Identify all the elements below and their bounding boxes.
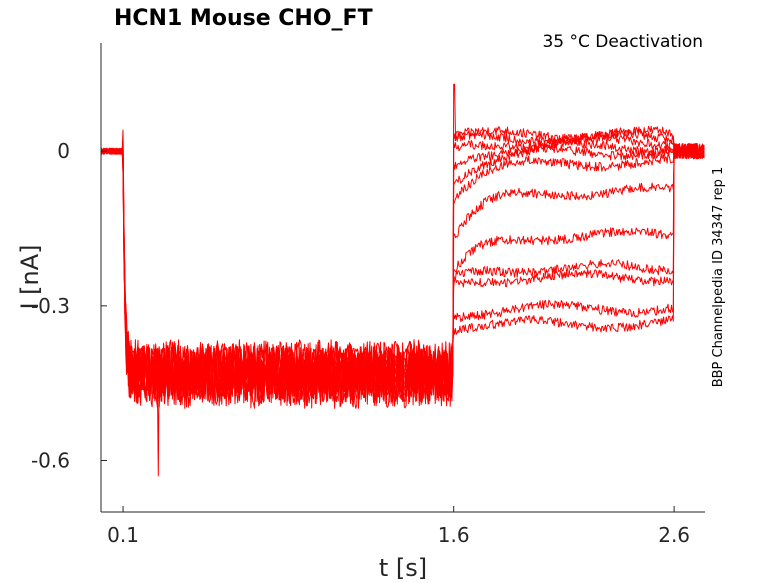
x-tick-label: 1.6 <box>438 523 470 547</box>
x-tick-label: 2.6 <box>658 523 690 547</box>
x-axis-label: t [s] <box>379 554 427 582</box>
ticks-group: 0.1 1.6 2.6 0 -0.3 -0.6 <box>31 139 690 547</box>
y-tick-label: 0 <box>57 139 70 163</box>
current-trace <box>100 143 705 387</box>
channelpedia-id-label: BBP Channelpedia ID 34347 rep 1 <box>711 167 726 388</box>
chart-annotation: 35 °C Deactivation <box>542 32 703 52</box>
current-trace <box>100 129 705 388</box>
y-axis-label: I [nA] <box>16 244 44 309</box>
y-tick-label: -0.3 <box>31 294 70 318</box>
x-tick-label: 0.1 <box>107 523 139 547</box>
chart-title: HCN1 Mouse CHO_FT <box>114 6 373 31</box>
traces-group <box>100 83 705 477</box>
y-tick-label: -0.6 <box>31 448 70 472</box>
current-trace <box>100 138 705 477</box>
